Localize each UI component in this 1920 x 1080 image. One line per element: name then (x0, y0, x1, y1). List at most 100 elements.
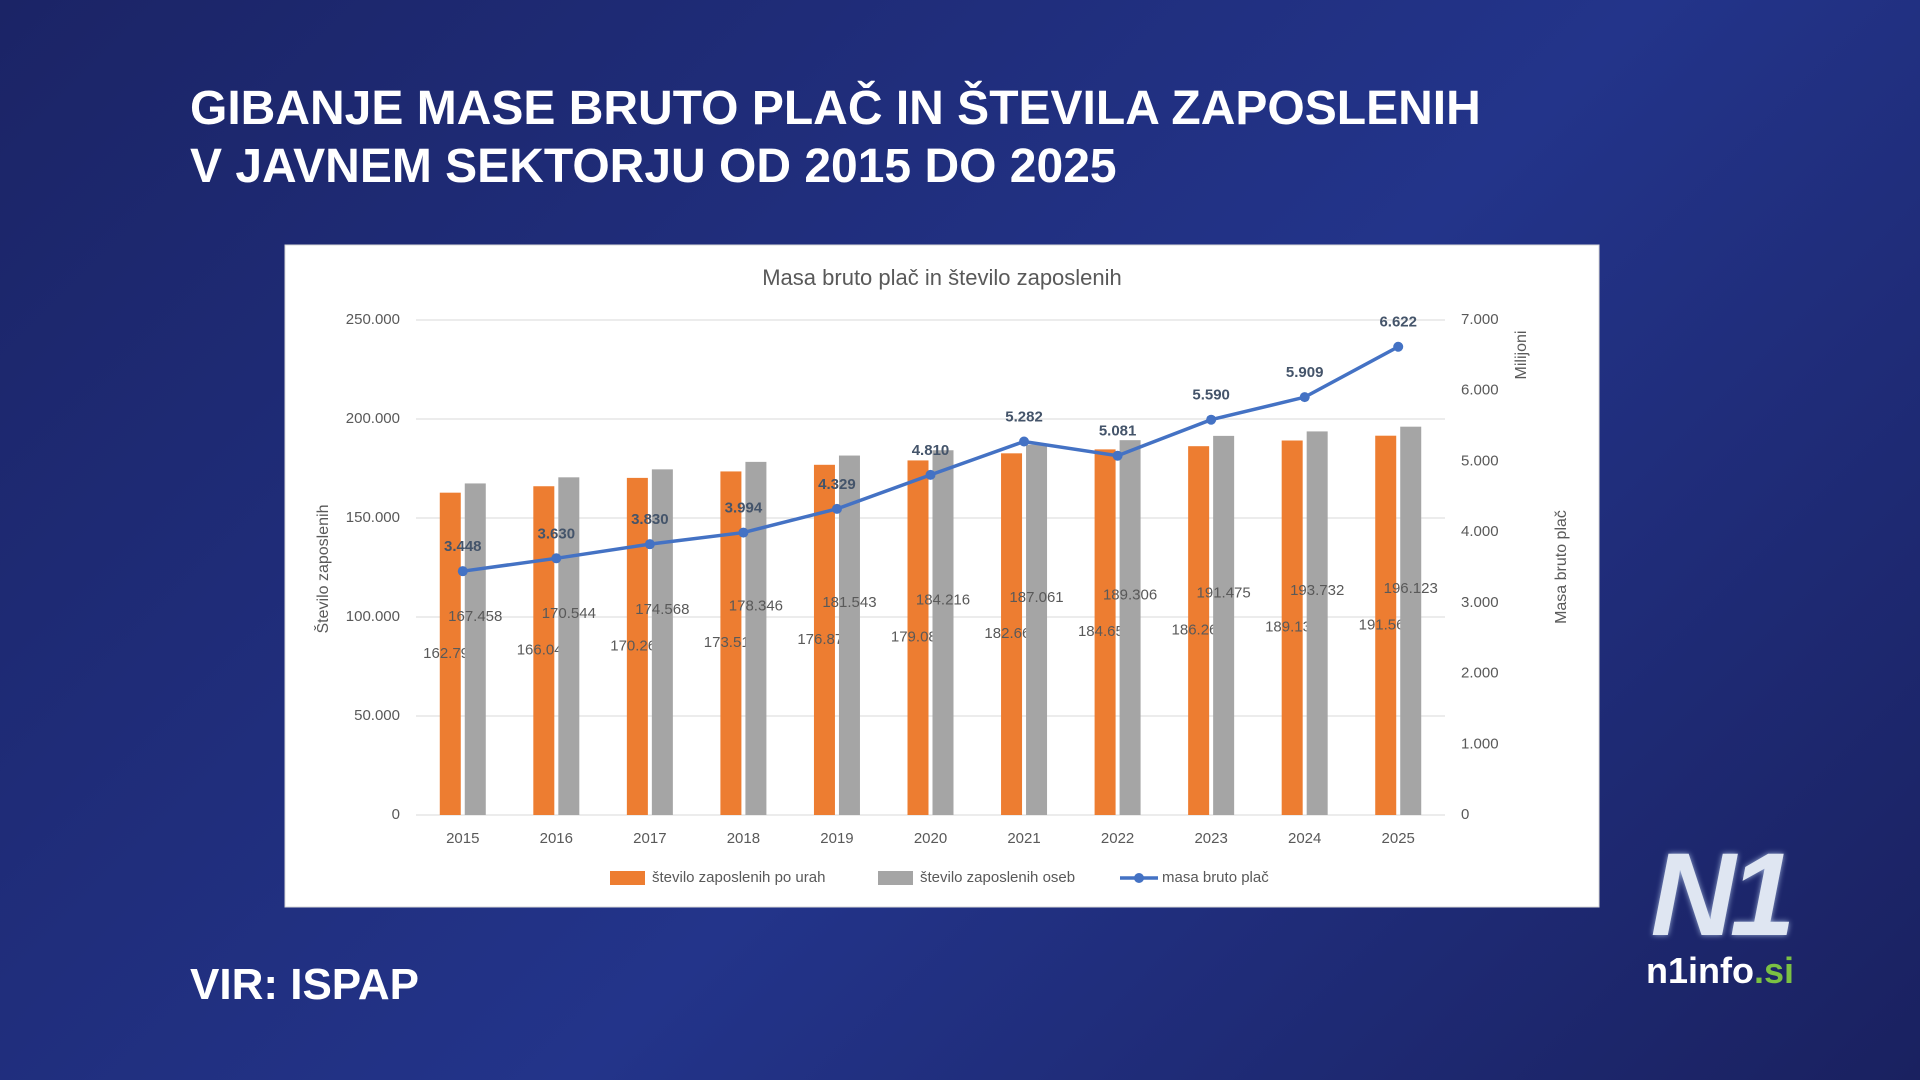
line-marker (551, 553, 562, 564)
data-label: 3.448 (444, 538, 482, 555)
line-marker (1393, 341, 1404, 352)
data-label: 196.123 (1384, 580, 1438, 597)
data-label: 189.306 (1103, 587, 1157, 604)
x-tick-label: 2020 (914, 830, 947, 847)
bar (907, 460, 929, 815)
data-label: 167.458 (448, 608, 502, 625)
logo-name: n1info (1645, 950, 1754, 991)
bar (1306, 431, 1328, 815)
x-tick-label: 2018 (727, 830, 760, 847)
line-marker (1019, 436, 1030, 447)
y2-tick-label: 4.000 (1461, 523, 1499, 540)
legend-swatch (610, 871, 645, 885)
data-label: 3.630 (538, 525, 576, 542)
bar (439, 492, 461, 815)
y2-unit: Milijoni (1513, 331, 1530, 380)
line-marker (457, 566, 468, 577)
data-label: 189.138 (1265, 619, 1319, 636)
data-label: 3.994 (725, 500, 763, 517)
x-tick-label: 2016 (540, 830, 573, 847)
y2-tick-label: 2.000 (1461, 665, 1499, 682)
data-label: 3.830 (631, 511, 669, 528)
line-marker (925, 469, 936, 480)
bar (1281, 440, 1303, 815)
bar (558, 477, 580, 815)
data-label: 179.080 (891, 629, 945, 646)
data-label: 5.282 (1005, 408, 1043, 425)
bar (1026, 444, 1048, 815)
logo-wordmark: n1info.si (1630, 950, 1810, 992)
data-label: 193.732 (1290, 582, 1344, 599)
x-tick-label: 2023 (1194, 830, 1227, 847)
bar (1094, 449, 1116, 815)
line-marker (1299, 392, 1310, 403)
data-label: 170.544 (542, 605, 596, 622)
x-tick-label: 2019 (820, 830, 853, 847)
y-tick-label: 100.000 (346, 608, 400, 625)
legend-label: število zaposlenih po urah (652, 869, 825, 886)
y-tick-label: 250.000 (346, 311, 400, 328)
y2-tick-label: 1.000 (1461, 735, 1499, 752)
line-marker (738, 527, 749, 538)
legend-label: masa bruto plač (1162, 869, 1269, 886)
x-tick-label: 2025 (1382, 830, 1415, 847)
data-label: 5.909 (1286, 364, 1324, 381)
data-label: 166.040 (517, 642, 571, 659)
data-label: 184.656 (1078, 623, 1132, 640)
data-label: 176.870 (797, 631, 851, 648)
y-tick-label: 0 (392, 806, 400, 823)
x-tick-label: 2022 (1101, 830, 1134, 847)
data-label: 187.061 (1009, 589, 1063, 606)
y2-tick-label: 7.000 (1461, 311, 1499, 328)
bar (533, 486, 555, 815)
legend-swatch (1134, 873, 1144, 883)
data-label: 191.475 (1197, 584, 1251, 601)
y2-tick-label: 3.000 (1461, 594, 1499, 611)
headline-line: GIBANJE MASE BRUTO PLAČ IN ŠTEVILA ZAPOS… (190, 82, 1481, 135)
bar (626, 477, 648, 815)
data-label: 182.661 (984, 625, 1038, 642)
y2-tick-label: 6.000 (1461, 382, 1499, 399)
y2-tick-label: 0 (1461, 806, 1469, 823)
data-label: 6.622 (1379, 314, 1417, 331)
bar (1001, 453, 1023, 815)
data-label: 162.791 (423, 645, 477, 662)
logo-domain: .si (1753, 950, 1794, 991)
source: VIR: ISPAP (190, 960, 420, 1009)
y2-tick-label: 5.000 (1461, 452, 1499, 469)
bar (813, 464, 835, 815)
x-tick-label: 2021 (1007, 830, 1040, 847)
data-label: 181.543 (822, 594, 876, 611)
bar (1188, 446, 1210, 815)
bar (745, 461, 767, 815)
data-label: 186.269 (1172, 622, 1226, 639)
bar (1400, 426, 1422, 815)
headline: GIBANJE MASE BRUTO PLAČ IN ŠTEVILA ZAPOS… (190, 80, 1481, 196)
data-label: 173.518 (704, 634, 758, 651)
legend-swatch (878, 871, 913, 885)
bar (1213, 435, 1235, 815)
chart-title: Masa bruto plač in število zaposlenih (762, 265, 1122, 290)
line-marker (644, 539, 655, 550)
data-label: 4.329 (818, 476, 856, 493)
bar (1375, 435, 1397, 815)
bar (651, 469, 673, 815)
data-label: 191.566 (1359, 616, 1413, 633)
data-label: 178.346 (729, 597, 783, 614)
bar (464, 483, 486, 815)
bar (1119, 440, 1141, 815)
data-label: 170.260 (610, 637, 664, 654)
y-tick-label: 200.000 (346, 410, 400, 427)
x-tick-label: 2015 (446, 830, 479, 847)
data-label: 4.810 (912, 442, 950, 459)
data-label: 174.568 (635, 601, 689, 618)
x-tick-label: 2017 (633, 830, 666, 847)
x-tick-label: 2024 (1288, 830, 1321, 847)
y-tick-label: 50.000 (354, 707, 400, 724)
bar (932, 450, 954, 815)
line-marker (1206, 414, 1217, 425)
logo: N1 n1info.si (1630, 836, 1810, 992)
headline-line: V JAVNEM SEKTORJU OD 2015 DO 2025 (190, 140, 1117, 193)
